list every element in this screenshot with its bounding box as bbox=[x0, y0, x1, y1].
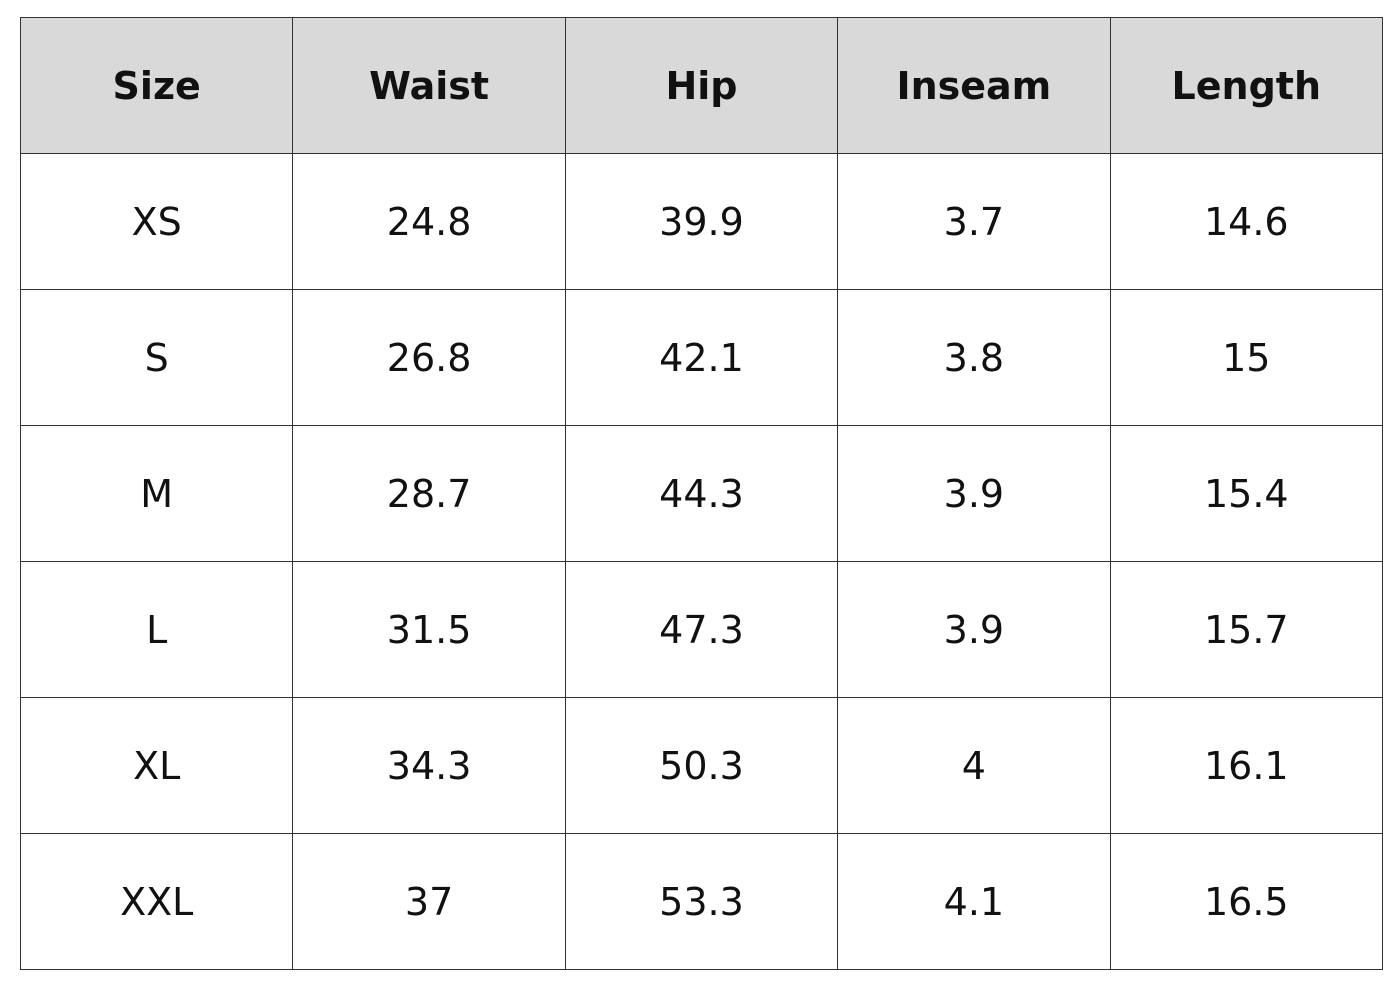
inseam-cell: 3.9 bbox=[837, 425, 1111, 562]
inseam-cell: 4 bbox=[837, 697, 1111, 834]
hip-cell: 50.3 bbox=[564, 697, 839, 834]
length-cell: 15 bbox=[1109, 289, 1384, 426]
hip-cell: 39.9 bbox=[564, 153, 839, 290]
table-body: XS 24.8 39.9 3.7 14.6 S 26.8 42.1 3.8 15… bbox=[19, 153, 1384, 970]
inseam-cell: 3.7 bbox=[837, 153, 1111, 290]
size-chart: Size Waist Hip Inseam Length XS 24.8 39.… bbox=[19, 17, 1384, 970]
length-cell: 16.1 bbox=[1109, 697, 1384, 834]
hip-cell: 44.3 bbox=[564, 425, 839, 562]
inseam-cell: 4.1 bbox=[837, 833, 1111, 970]
length-cell: 15.4 bbox=[1109, 425, 1384, 562]
table-row: S 26.8 42.1 3.8 15 bbox=[19, 289, 1384, 426]
size-table: Size Waist Hip Inseam Length XS 24.8 39.… bbox=[19, 17, 1384, 970]
table-row: M 28.7 44.3 3.9 15.4 bbox=[19, 425, 1384, 562]
hip-cell: 42.1 bbox=[564, 289, 839, 426]
waist-cell: 28.7 bbox=[292, 425, 566, 562]
table-row: XS 24.8 39.9 3.7 14.6 bbox=[19, 153, 1384, 290]
length-cell: 15.7 bbox=[1109, 561, 1384, 698]
waist-cell: 24.8 bbox=[292, 153, 566, 290]
column-header-hip: Hip bbox=[564, 17, 839, 154]
inseam-cell: 3.9 bbox=[837, 561, 1111, 698]
hip-cell: 47.3 bbox=[564, 561, 839, 698]
inseam-cell: 3.8 bbox=[837, 289, 1111, 426]
size-cell: M bbox=[19, 425, 294, 562]
size-cell: S bbox=[19, 289, 294, 426]
header-row: Size Waist Hip Inseam Length bbox=[19, 17, 1384, 154]
table-header: Size Waist Hip Inseam Length bbox=[19, 17, 1384, 154]
size-cell: XL bbox=[19, 697, 294, 834]
table-row: XL 34.3 50.3 4 16.1 bbox=[19, 697, 1384, 834]
size-cell: XS bbox=[19, 153, 294, 290]
waist-cell: 26.8 bbox=[292, 289, 566, 426]
column-header-waist: Waist bbox=[292, 17, 566, 154]
column-header-inseam: Inseam bbox=[837, 17, 1111, 154]
table-row: XXL 37 53.3 4.1 16.5 bbox=[19, 833, 1384, 970]
length-cell: 16.5 bbox=[1109, 833, 1384, 970]
waist-cell: 31.5 bbox=[292, 561, 566, 698]
size-cell: L bbox=[19, 561, 294, 698]
column-header-size: Size bbox=[19, 17, 294, 154]
size-cell: XXL bbox=[19, 833, 294, 970]
hip-cell: 53.3 bbox=[564, 833, 839, 970]
column-header-length: Length bbox=[1109, 17, 1384, 154]
table-row: L 31.5 47.3 3.9 15.7 bbox=[19, 561, 1384, 698]
waist-cell: 34.3 bbox=[292, 697, 566, 834]
waist-cell: 37 bbox=[292, 833, 566, 970]
length-cell: 14.6 bbox=[1109, 153, 1384, 290]
